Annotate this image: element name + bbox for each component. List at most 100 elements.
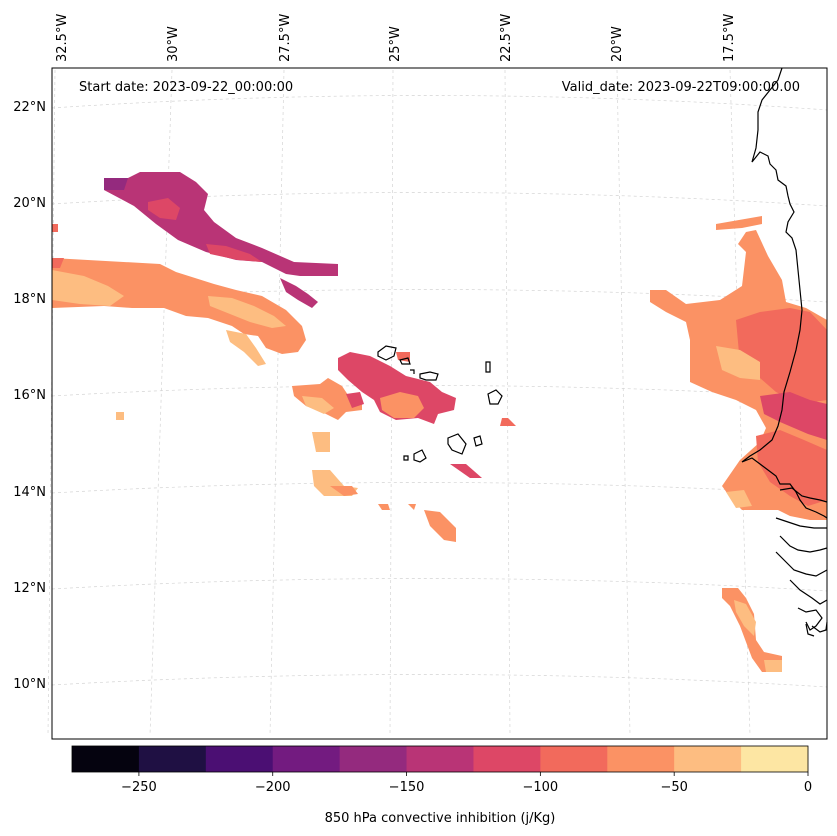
cin-region-west-band: [52, 258, 306, 354]
colorbar-swatch: [473, 746, 541, 772]
colorbar-tick-label: −100: [523, 780, 559, 795]
parallel-10n: [51, 674, 828, 688]
colorbar-tick-label: −250: [121, 780, 157, 795]
longitude-labels: 32.5°W 30°W 27.5°W 25°W 22.5°W 20°W 17.5…: [55, 14, 737, 62]
meridian-27-5w: [269, 69, 285, 736]
cin-region-se-inner-a: [734, 600, 756, 636]
colorbar-tick-label: −200: [255, 780, 291, 795]
cin-region-east-dot: [500, 418, 516, 426]
cin-region-se-inner-b: [764, 660, 782, 672]
colorbar-swatch: [138, 746, 207, 772]
lat-label-18n: 18°N: [13, 292, 46, 307]
colorbar-swatches: [72, 746, 809, 772]
colorbar-label: 850 hPa convective inhibition (j/Kg): [325, 811, 556, 826]
cin-region-nw-inner-a: [148, 198, 180, 220]
island-sal: [485, 361, 491, 373]
cin-region-central-west-inner: [302, 396, 334, 414]
island-santo-antao: [377, 345, 397, 361]
cin-region-south-f: [408, 504, 416, 510]
lon-label-25w: 25°W: [388, 26, 403, 62]
colorbar-swatch: [339, 746, 408, 772]
parallel-12n: [51, 578, 828, 592]
island-santiago: [447, 433, 467, 455]
cin-region-nw-tail: [280, 278, 318, 308]
cin-region-central-west: [292, 378, 362, 420]
bijagos-islands: [797, 607, 823, 631]
guinea-coast: [789, 579, 828, 605]
cin-region-central-top: [396, 352, 410, 362]
gambia-river: [779, 487, 828, 503]
cin-region-nw-band-core: [104, 178, 128, 190]
island-fogo: [413, 449, 427, 463]
colorbar-swatch: [205, 746, 274, 772]
colorbar: −250 −200 −150 −100 −50 0 850 hPa convective …: [71, 745, 812, 826]
cin-region-east-inner-b: [716, 346, 760, 380]
island-sao-vicente: [399, 357, 411, 365]
lat-label-14n: 14°N: [13, 485, 46, 500]
colorbar-frame: [71, 745, 809, 773]
lon-label-27-5w: 27.5°W: [278, 14, 293, 62]
cin-region-east-inner-c: [760, 392, 827, 440]
colorbar-swatch: [406, 746, 474, 772]
island-sao-nicolau: [419, 371, 439, 381]
cin-contours: [52, 172, 827, 672]
cin-region-central-dot: [346, 392, 364, 408]
cin-region-west-inner-c: [226, 330, 266, 366]
island-santa-luzia: [410, 369, 415, 374]
valid-date-label: Valid_date: 2023-09-22T09:00:00.00: [562, 80, 800, 95]
cin-region-east-inner-e: [726, 490, 752, 508]
cin-region-west-edge: [52, 258, 64, 268]
casamance-coast: [775, 517, 827, 529]
lat-label-22n: 22°N: [13, 100, 46, 115]
cin-region-isolated: [116, 412, 124, 420]
cin-region-south-b-edge: [330, 486, 358, 496]
guinea-bissau-coast-b: [775, 551, 828, 577]
parallel-14n: [51, 482, 828, 496]
cin-region-central-inner: [380, 392, 424, 418]
colorbar-tick-label: −150: [389, 780, 425, 795]
guinea-bissau-coast-a: [779, 535, 828, 553]
lon-label-20w: 20°W: [610, 26, 625, 62]
colorbar-swatch: [540, 746, 608, 772]
cin-region-west-inner-a: [52, 270, 124, 306]
map-panel: [47, 67, 828, 740]
cin-region-east-inner-a: [736, 308, 827, 404]
lon-label-17-5w: 17.5°W: [722, 14, 737, 62]
island-boa-vista: [487, 389, 503, 405]
lon-label-30w: 30°W: [166, 26, 181, 62]
african-coastline: [741, 67, 828, 519]
cin-region-east-top: [716, 216, 762, 230]
lon-label-22-5w: 22.5°W: [499, 14, 514, 62]
colorbar-swatch: [272, 746, 341, 772]
cin-region-central: [338, 352, 456, 424]
lat-label-16n: 16°N: [13, 388, 46, 403]
cin-region-nw-inner-b: [206, 244, 262, 262]
colorbar-swatch: [607, 746, 675, 772]
colorbar-swatch: [72, 746, 140, 772]
parallel-16n: [51, 385, 828, 399]
map-frame: [51, 67, 828, 740]
island-maio: [473, 435, 483, 447]
cin-region-south-c: [450, 464, 482, 478]
meridian-20w: [616, 69, 631, 736]
lat-label-12n: 12°N: [13, 581, 46, 596]
cin-region-west-inner-b: [208, 296, 286, 328]
start-date-label: Start date: 2023-09-22_00:00:00: [79, 80, 293, 95]
latitude-labels: 22°N 20°N 18°N 16°N 14°N 12°N 10°N: [13, 100, 46, 692]
meridian-22-5w: [504, 69, 511, 736]
cin-region-south-d: [424, 510, 456, 542]
island-brava: [403, 455, 409, 461]
colorbar-swatch: [674, 746, 742, 772]
cin-region-nw-band: [104, 172, 338, 276]
colorbar-ticks: −250 −200 −150 −100 −50 0: [121, 772, 812, 795]
cin-region-west-dot: [52, 224, 58, 232]
cin-region-east-inner-d: [756, 430, 827, 506]
coast-fragment: [805, 623, 815, 637]
lat-label-20n: 20°N: [13, 196, 46, 211]
colorbar-tick-label: −50: [660, 780, 687, 795]
colorbar-swatch: [741, 746, 809, 772]
colorbar-tick-label: 0: [804, 780, 812, 795]
coastlines: [377, 67, 828, 637]
lon-label-32-5w: 32.5°W: [55, 14, 70, 62]
